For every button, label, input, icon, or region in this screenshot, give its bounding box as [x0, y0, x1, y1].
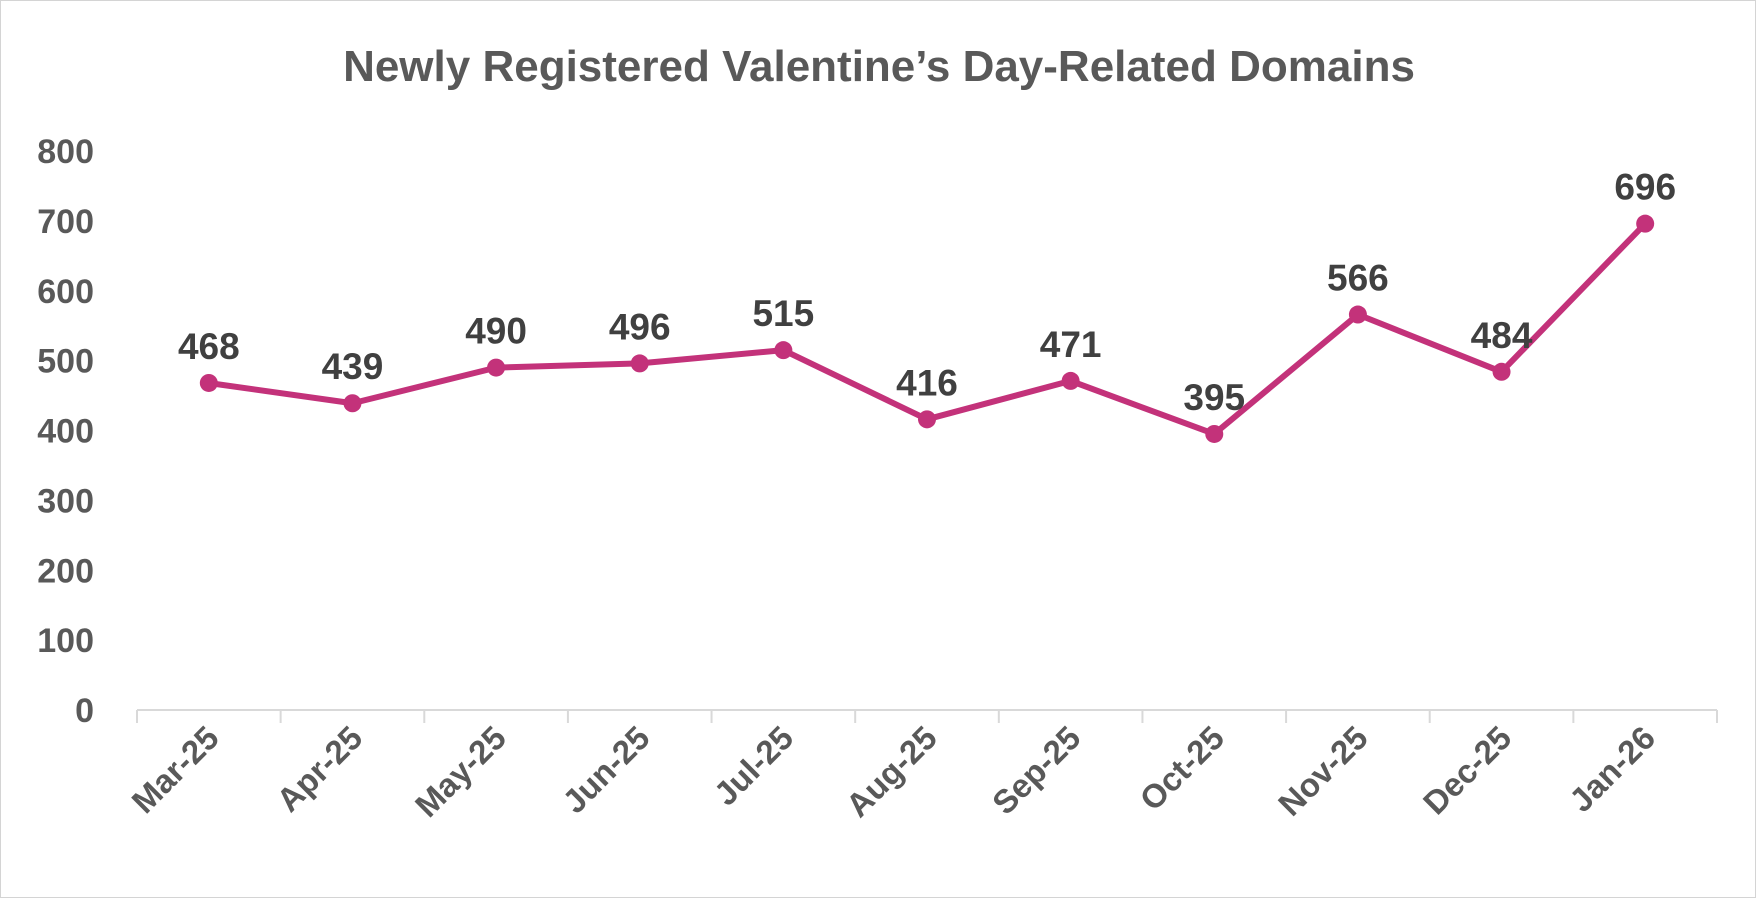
data-label: 515	[752, 293, 814, 334]
data-label: 490	[465, 311, 527, 352]
data-point	[1492, 362, 1511, 381]
y-tick-label: 400	[37, 413, 94, 451]
x-tick-label: Jul-25	[707, 719, 801, 813]
data-labels: 468 439 490 496 515 416 471 395 566 484 696	[178, 167, 1676, 418]
data-point	[343, 394, 362, 413]
y-tick-label: 200	[37, 552, 94, 590]
data-label: 439	[322, 346, 384, 387]
x-tick-label: Jan-26	[1562, 719, 1662, 819]
y-tick-label: 700	[37, 203, 94, 241]
x-tick-label: Dec-25	[1416, 719, 1519, 822]
data-label: 468	[178, 326, 240, 367]
x-tick-label: Oct-25	[1132, 719, 1231, 818]
data-label: 416	[896, 362, 958, 403]
x-tick-label: Mar-25	[124, 719, 225, 820]
y-tick-label: 500	[37, 343, 94, 381]
data-point	[918, 410, 936, 429]
data-label: 484	[1471, 315, 1533, 356]
data-label: 696	[1614, 167, 1676, 208]
x-tick-label: Jun-25	[555, 719, 656, 820]
y-axis: 0 100 200 300 400 500 600 700 800	[37, 133, 94, 730]
y-tick-label: 0	[75, 692, 94, 730]
x-tick-label: May-25	[408, 719, 513, 824]
y-tick-label: 300	[37, 482, 94, 520]
data-point	[1205, 424, 1224, 443]
x-tick-label: Aug-25	[839, 719, 944, 824]
data-point	[1061, 371, 1080, 390]
y-tick-label: 100	[37, 622, 94, 660]
y-tick-label: 600	[37, 273, 94, 311]
data-label: 566	[1327, 258, 1389, 299]
data-point	[487, 358, 506, 377]
y-tick-label: 800	[37, 133, 94, 171]
data-point	[774, 341, 793, 360]
x-axis: Mar-25 Apr-25 May-25 Jun-25 Jul-25 Aug-25 Sep-…	[124, 709, 1718, 824]
data-label: 471	[1040, 324, 1102, 365]
data-point	[1348, 305, 1367, 324]
x-tick-label: Sep-25	[985, 719, 1088, 822]
x-tick-label: Nov-25	[1271, 719, 1375, 823]
data-point	[630, 354, 649, 373]
data-point	[199, 373, 218, 392]
series-layer	[199, 214, 1655, 443]
chart-title: Newly Registered Valentine’s Day-Related…	[343, 42, 1415, 91]
x-tick-label: Apr-25	[269, 719, 369, 819]
data-label: 496	[609, 306, 671, 347]
data-point	[1636, 214, 1655, 233]
data-label: 395	[1183, 377, 1245, 418]
